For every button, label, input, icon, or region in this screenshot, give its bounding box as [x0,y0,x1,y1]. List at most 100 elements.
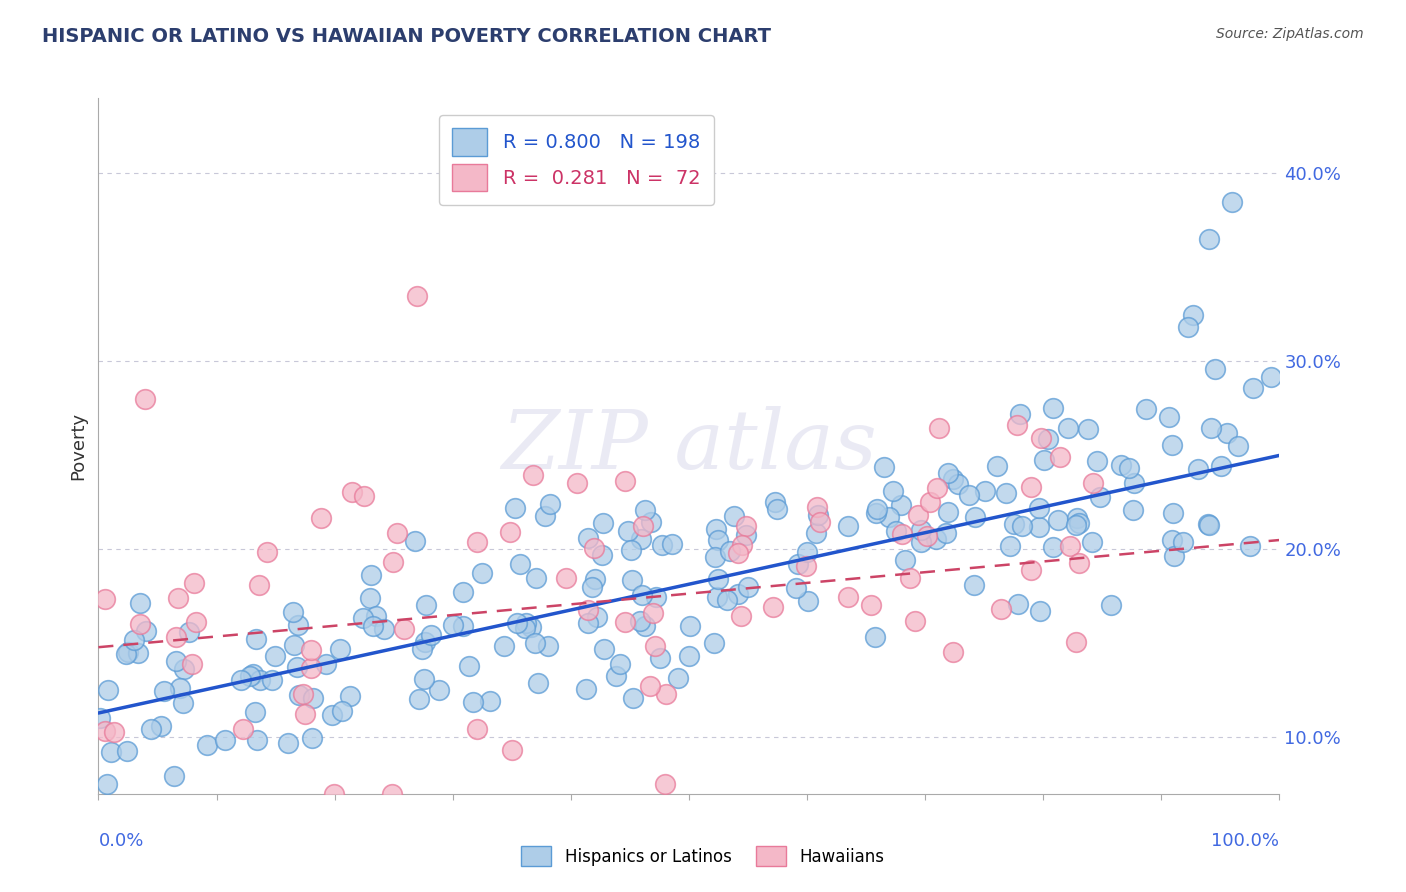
Point [249,673,271,687]
Point [451,585,474,599]
Point [787,557,810,571]
Point [114,647,136,661]
Point [499,525,522,540]
Point [734,518,756,533]
Point [1085,454,1108,468]
Point [592,642,614,657]
Point [232,723,254,737]
Point [1067,556,1090,570]
Point [1243,381,1265,395]
Point [1057,420,1080,434]
Point [381,787,404,801]
Point [904,614,927,628]
Point [837,590,859,604]
Point [1007,598,1029,612]
Point [990,602,1012,616]
Point [256,545,278,559]
Point [413,672,436,686]
Point [245,632,267,647]
Point [928,420,950,434]
Point [1173,535,1195,549]
Point [1198,517,1220,532]
Point [1008,407,1031,421]
Point [730,609,752,624]
Point [1066,518,1088,533]
Point [762,599,785,614]
Point [948,477,970,491]
Point [583,572,606,586]
Point [703,636,725,650]
Point [1227,439,1250,453]
Point [184,615,207,630]
Point [661,536,683,550]
Point [873,459,896,474]
Point [277,736,299,750]
Point [381,555,404,569]
Point [1239,539,1261,553]
Point [1161,438,1184,452]
Point [1198,232,1220,246]
Point [576,603,599,617]
Point [766,501,789,516]
Point [1031,431,1053,445]
Point [898,572,921,586]
Point [285,659,308,673]
Point [340,484,363,499]
Point [628,614,651,628]
Point [359,591,381,605]
Point [264,649,287,664]
Point [1197,516,1219,531]
Point [408,691,430,706]
Point [181,657,204,672]
Point [1077,422,1099,436]
Point [860,598,883,612]
Point [406,288,429,302]
Point [1081,475,1104,490]
Point [117,645,139,659]
Point [150,719,173,733]
Point [877,510,900,524]
Point [301,690,323,705]
Point [96,777,118,791]
Point [321,708,343,723]
Point [915,529,938,543]
Point [441,618,464,632]
Point [565,476,588,491]
Point [592,516,614,531]
Point [591,549,613,563]
Point [427,682,450,697]
Point [494,639,516,653]
Point [1007,417,1029,432]
Point [524,571,547,585]
Legend: R = 0.800   N = 198, R =  0.281   N =  72: R = 0.800 N = 198, R = 0.281 N = 72 [439,115,714,205]
Point [583,541,606,555]
Point [763,494,786,508]
Point [291,687,314,701]
Point [918,495,941,509]
Point [727,546,749,560]
Point [1122,476,1144,491]
Point [1064,634,1087,648]
Point [616,524,638,538]
Point [704,549,727,564]
Point [1118,461,1140,475]
Point [329,642,352,657]
Point [1081,535,1104,549]
Point [1042,540,1064,554]
Point [796,593,818,607]
Point [287,617,309,632]
Point [621,691,644,706]
Point [294,707,316,722]
Point [339,689,361,703]
Point [925,532,948,546]
Point [1028,520,1050,534]
Point [884,524,907,538]
Y-axis label: Poverty: Poverty [69,412,87,480]
Point [1028,604,1050,618]
Point [654,777,676,791]
Point [172,696,194,710]
Point [910,534,932,549]
Point [135,624,157,638]
Point [366,609,388,624]
Point [963,578,986,592]
